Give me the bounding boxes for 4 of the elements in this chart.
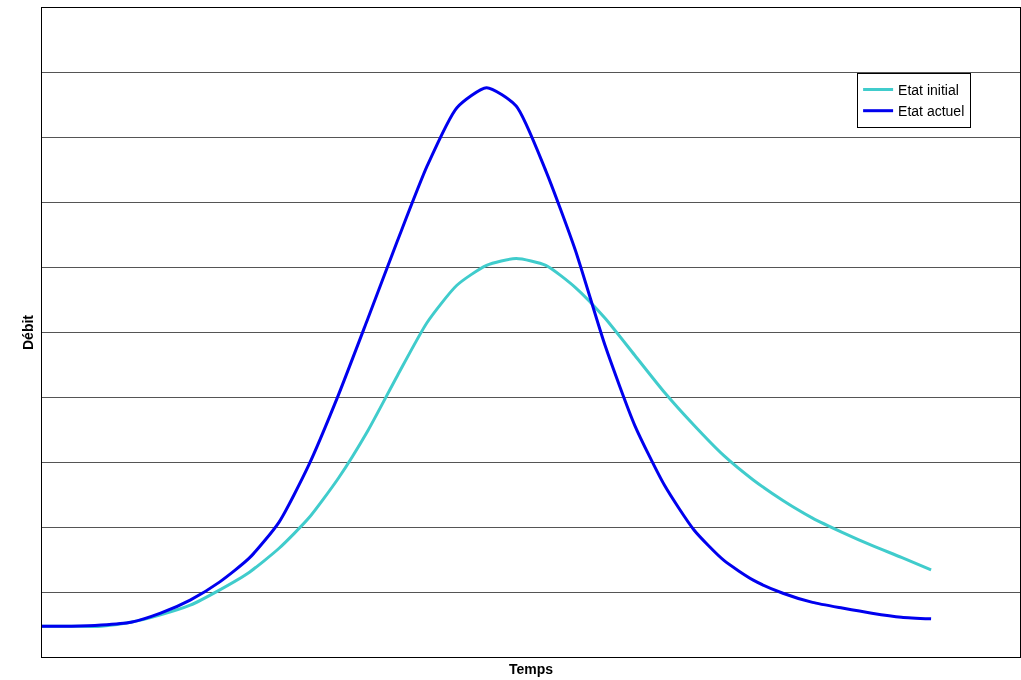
- x-axis-title: Temps: [508, 660, 554, 677]
- legend-label: Etat initial: [898, 81, 959, 98]
- y-axis-title: Débit: [19, 314, 36, 350]
- legend-label: Etat actuel: [898, 103, 965, 120]
